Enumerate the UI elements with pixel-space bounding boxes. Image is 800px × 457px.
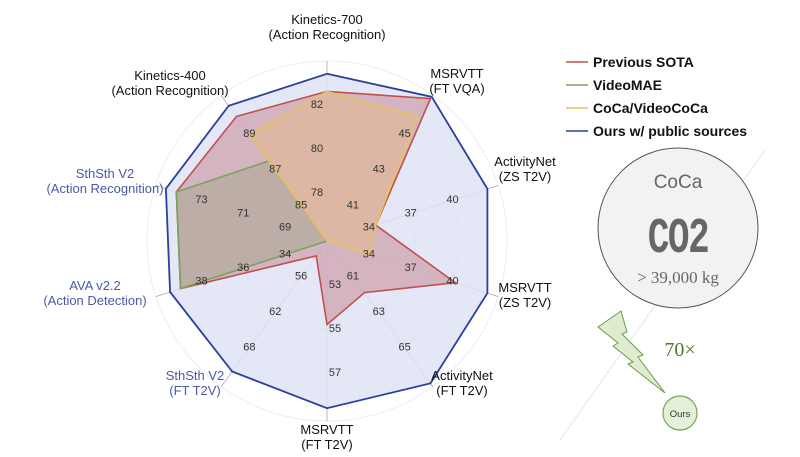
tick-label: 41 <box>347 199 359 211</box>
legend-label: CoCa/VideoCoCa <box>593 100 708 116</box>
lightning-icon <box>597 310 666 394</box>
tick-label: 38 <box>195 276 207 288</box>
axis-label: SthSth V2 <box>166 368 225 383</box>
tick-label: 56 <box>295 271 307 283</box>
axis-labels: Kinetics-700(Action Recognition)MSRVTT(F… <box>43 12 556 452</box>
axis-label: MSRVTT <box>300 422 353 437</box>
axis-label: ActivityNet <box>431 368 493 383</box>
co2-icon: CO2 <box>648 212 710 268</box>
tick-label: 89 <box>243 128 255 140</box>
series-coca-videococa <box>248 90 419 257</box>
axis-label: SthSth V2 <box>76 166 135 181</box>
co2-symbol: CO2 <box>648 212 708 268</box>
co2-panel: CoCa CO2 > 39,000 kg 70× Ours <box>559 147 766 441</box>
coca-label: CoCa <box>654 172 703 193</box>
ours-co2-circle <box>662 395 698 431</box>
coca-co2-circle <box>597 147 759 309</box>
axis-label: (ZS T2V) <box>499 295 552 310</box>
tick-label: 53 <box>329 279 341 291</box>
tick-label: 63 <box>373 306 385 318</box>
axis-label: MSRVTT <box>430 66 483 81</box>
axis-label: (FT VQA) <box>429 81 484 96</box>
axis-label: (Action Detection) <box>43 293 146 308</box>
tick-label: 68 <box>243 342 255 354</box>
tick-label: 45 <box>398 128 410 140</box>
tick-label: 73 <box>195 194 207 206</box>
legend-label: VideoMAE <box>593 77 662 93</box>
axis-label: AVA v2.2 <box>69 278 121 293</box>
tick-label: 65 <box>398 342 410 354</box>
legend: Previous SOTA VideoMAE CoCa/VideoCoCa Ours … <box>566 54 747 139</box>
axis-label: Kinetics-400 <box>134 68 206 83</box>
tick-label: 37 <box>405 262 417 274</box>
axis-label: (Action Recognition) <box>268 27 385 42</box>
axis-label: (FT T2V) <box>301 437 353 452</box>
reduction-ratio: 70× <box>664 339 695 361</box>
axis-label: MSRVTT <box>498 280 551 295</box>
tick-label: 85 <box>295 199 307 211</box>
tick-label: 55 <box>329 323 341 335</box>
co2-amount: > 39,000 kg <box>637 268 719 287</box>
axis-label: ActivityNet <box>494 154 556 169</box>
tick-label: 87 <box>269 164 281 176</box>
axis-label: (Action Recognition) <box>46 181 163 196</box>
axis-label: (Action Recognition) <box>111 83 228 98</box>
tick-label: 40 <box>446 276 458 288</box>
tick-label: 71 <box>237 208 249 220</box>
ours-label: Ours <box>670 409 691 420</box>
tick-label: 34 <box>363 221 375 233</box>
legend-label: Previous SOTA <box>593 54 694 70</box>
tick-label: 61 <box>347 271 359 283</box>
tick-label: 34 <box>279 249 291 261</box>
tick-label: 34 <box>363 249 375 261</box>
tick-label: 78 <box>311 187 323 199</box>
tick-label: 36 <box>237 262 249 274</box>
axis-label: (FT T2V) <box>169 383 221 398</box>
axis-label: Kinetics-700 <box>291 12 363 27</box>
tick-label: 69 <box>279 221 291 233</box>
axis-label: (FT T2V) <box>436 383 488 398</box>
tick-label: 57 <box>329 367 341 379</box>
tick-label: 80 <box>311 143 323 155</box>
tick-label: 82 <box>311 99 323 111</box>
legend-label: Ours w/ public sources <box>593 123 747 139</box>
tick-label: 37 <box>405 208 417 220</box>
axis-label: (ZS T2V) <box>499 169 552 184</box>
tick-label: 43 <box>373 164 385 176</box>
radar-series <box>164 72 489 410</box>
tick-label: 62 <box>269 306 281 318</box>
tick-label: 40 <box>446 194 458 206</box>
tick-labels: 78 80 82 41 43 45 34 37 40 34 37 40 61 63 65 53 55 57 56 62… <box>195 99 458 379</box>
